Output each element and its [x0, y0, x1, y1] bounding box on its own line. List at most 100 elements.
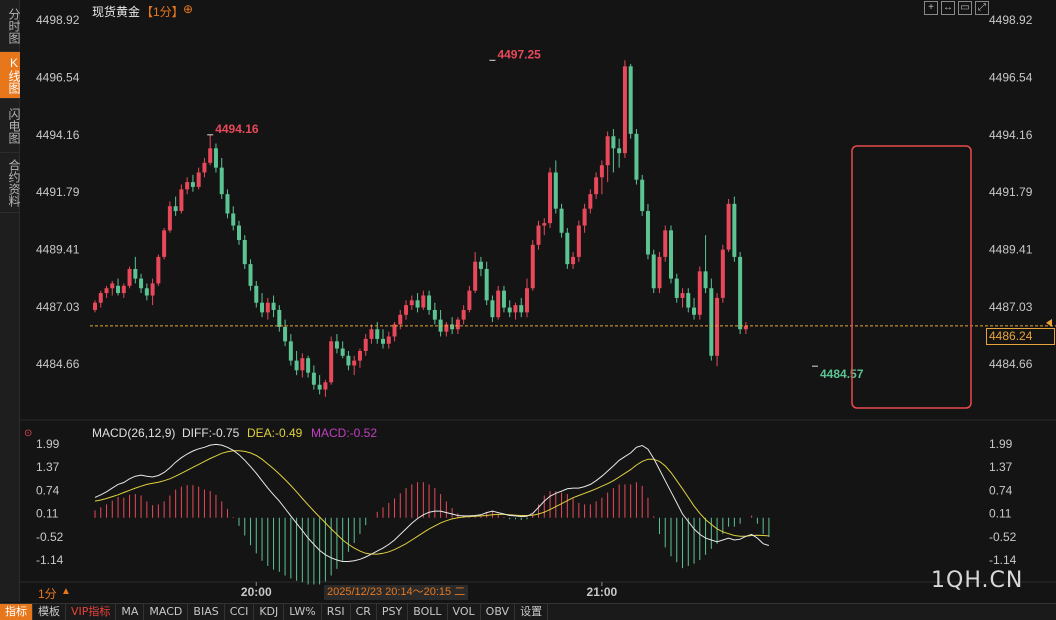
price-tick-right: 4484.66 — [989, 357, 1033, 371]
candle — [651, 249, 656, 294]
candle — [294, 350, 299, 376]
candle-body — [340, 348, 345, 356]
candle — [185, 177, 190, 195]
candle — [219, 157, 224, 199]
candle — [663, 225, 668, 262]
tab-rsi[interactable]: RSI — [322, 604, 351, 620]
tab-kdj[interactable]: KDJ — [254, 604, 285, 620]
candle — [121, 283, 126, 298]
candle — [213, 143, 218, 173]
candle-body — [484, 268, 489, 301]
tab-vol[interactable]: VOL — [448, 604, 481, 620]
candle — [167, 201, 172, 233]
candle-body — [277, 309, 282, 327]
candle — [599, 160, 604, 195]
candle-body — [317, 384, 322, 390]
save-icon[interactable]: ▭ — [958, 1, 972, 15]
candle — [588, 189, 593, 214]
candle-body — [450, 324, 455, 330]
candle — [265, 297, 270, 320]
candle — [496, 285, 501, 320]
tab-boll[interactable]: BOLL — [408, 604, 448, 620]
candle-body — [427, 295, 432, 310]
candle-body — [127, 268, 132, 286]
candle-body — [657, 256, 662, 289]
candle — [507, 300, 512, 318]
chart-canvas[interactable]: 4498.92 4498.92 4496.54 4496.54 4494.16 4494.… — [0, 0, 1056, 603]
tab-time-chart[interactable]: 分时图 — [0, 0, 21, 52]
candle-body — [334, 341, 339, 349]
move-icon[interactable]: ↔ — [941, 1, 955, 15]
candle-body — [738, 256, 743, 330]
candle-body — [294, 360, 299, 371]
candle-body — [651, 254, 656, 289]
crosshair-icon[interactable]: + — [924, 1, 938, 15]
diff-line — [94, 443, 770, 562]
candle — [271, 295, 276, 318]
price-tick-left: 4491.79 — [36, 185, 80, 199]
candle-body — [386, 336, 391, 344]
period-selector[interactable]: 【1分】 — [141, 5, 184, 19]
candle — [409, 295, 414, 310]
candle — [144, 283, 149, 301]
macd-tick-left: 1.37 — [36, 460, 60, 474]
tab-ma[interactable]: MA — [116, 604, 145, 620]
candle — [530, 240, 535, 291]
tab-kline-chart[interactable]: K线图 — [0, 52, 21, 99]
candle-body — [381, 338, 385, 344]
macd-bar-value: MACD:-0.52 — [311, 426, 377, 440]
candle-body — [571, 256, 576, 265]
tab-vip-indicator[interactable]: VIP指标 — [66, 604, 117, 620]
tab-contract-info[interactable]: 合约资料 — [0, 153, 21, 213]
candle — [196, 167, 201, 190]
tab-macd[interactable]: MACD — [144, 604, 189, 620]
candle — [202, 157, 207, 178]
candle-body — [715, 297, 720, 356]
candle-body — [507, 307, 512, 313]
tab-lw[interactable]: LW% — [284, 604, 322, 620]
candle-body — [110, 283, 115, 289]
candle-body — [346, 355, 351, 366]
candle — [634, 129, 639, 185]
candle — [363, 334, 368, 356]
candle-body — [640, 179, 645, 212]
macd-dea-value: DEA:-0.49 — [247, 426, 303, 440]
tab-settings[interactable]: 设置 — [515, 604, 549, 620]
candle-body — [329, 341, 334, 383]
candle — [628, 63, 633, 139]
candle-body — [196, 172, 201, 187]
instrument-title: 现货黄金 — [92, 5, 141, 19]
candle — [421, 290, 426, 310]
tab-bias[interactable]: BIAS — [188, 604, 225, 620]
candle — [127, 266, 132, 289]
period-label[interactable]: 1分 — [38, 587, 57, 601]
tab-flash-chart[interactable]: 闪电图 — [0, 99, 21, 153]
candle-body — [692, 307, 697, 315]
candle — [680, 288, 685, 308]
candle — [386, 331, 391, 349]
candle-body — [116, 285, 121, 294]
candle — [208, 134, 213, 166]
tab-obv[interactable]: OBV — [481, 604, 516, 620]
candle — [657, 252, 662, 294]
candle — [605, 131, 610, 183]
tab-indicator[interactable]: 指标 — [0, 604, 33, 620]
period-up-arrow-icon[interactable]: ▲ — [61, 586, 71, 597]
candle-body — [237, 225, 241, 241]
candle — [640, 174, 645, 216]
macd-tick-left: 0.11 — [36, 507, 59, 521]
candle — [283, 319, 288, 347]
fullscreen-icon[interactable]: ⤢ — [975, 1, 989, 15]
tab-cci[interactable]: CCI — [225, 604, 255, 620]
add-indicator-icon[interactable]: ⊕ — [183, 2, 194, 16]
candle-body — [185, 182, 190, 190]
candle — [104, 285, 109, 298]
candle — [392, 322, 397, 342]
tab-psy[interactable]: PSY — [377, 604, 409, 620]
macd-indicator-icon[interactable]: ⊙ — [24, 428, 32, 439]
candle — [375, 322, 380, 344]
time-tick-label: 21:00 — [587, 585, 618, 599]
tab-template[interactable]: 模板 — [33, 604, 66, 620]
tab-cr[interactable]: CR — [351, 604, 377, 620]
candle-body — [208, 148, 213, 163]
